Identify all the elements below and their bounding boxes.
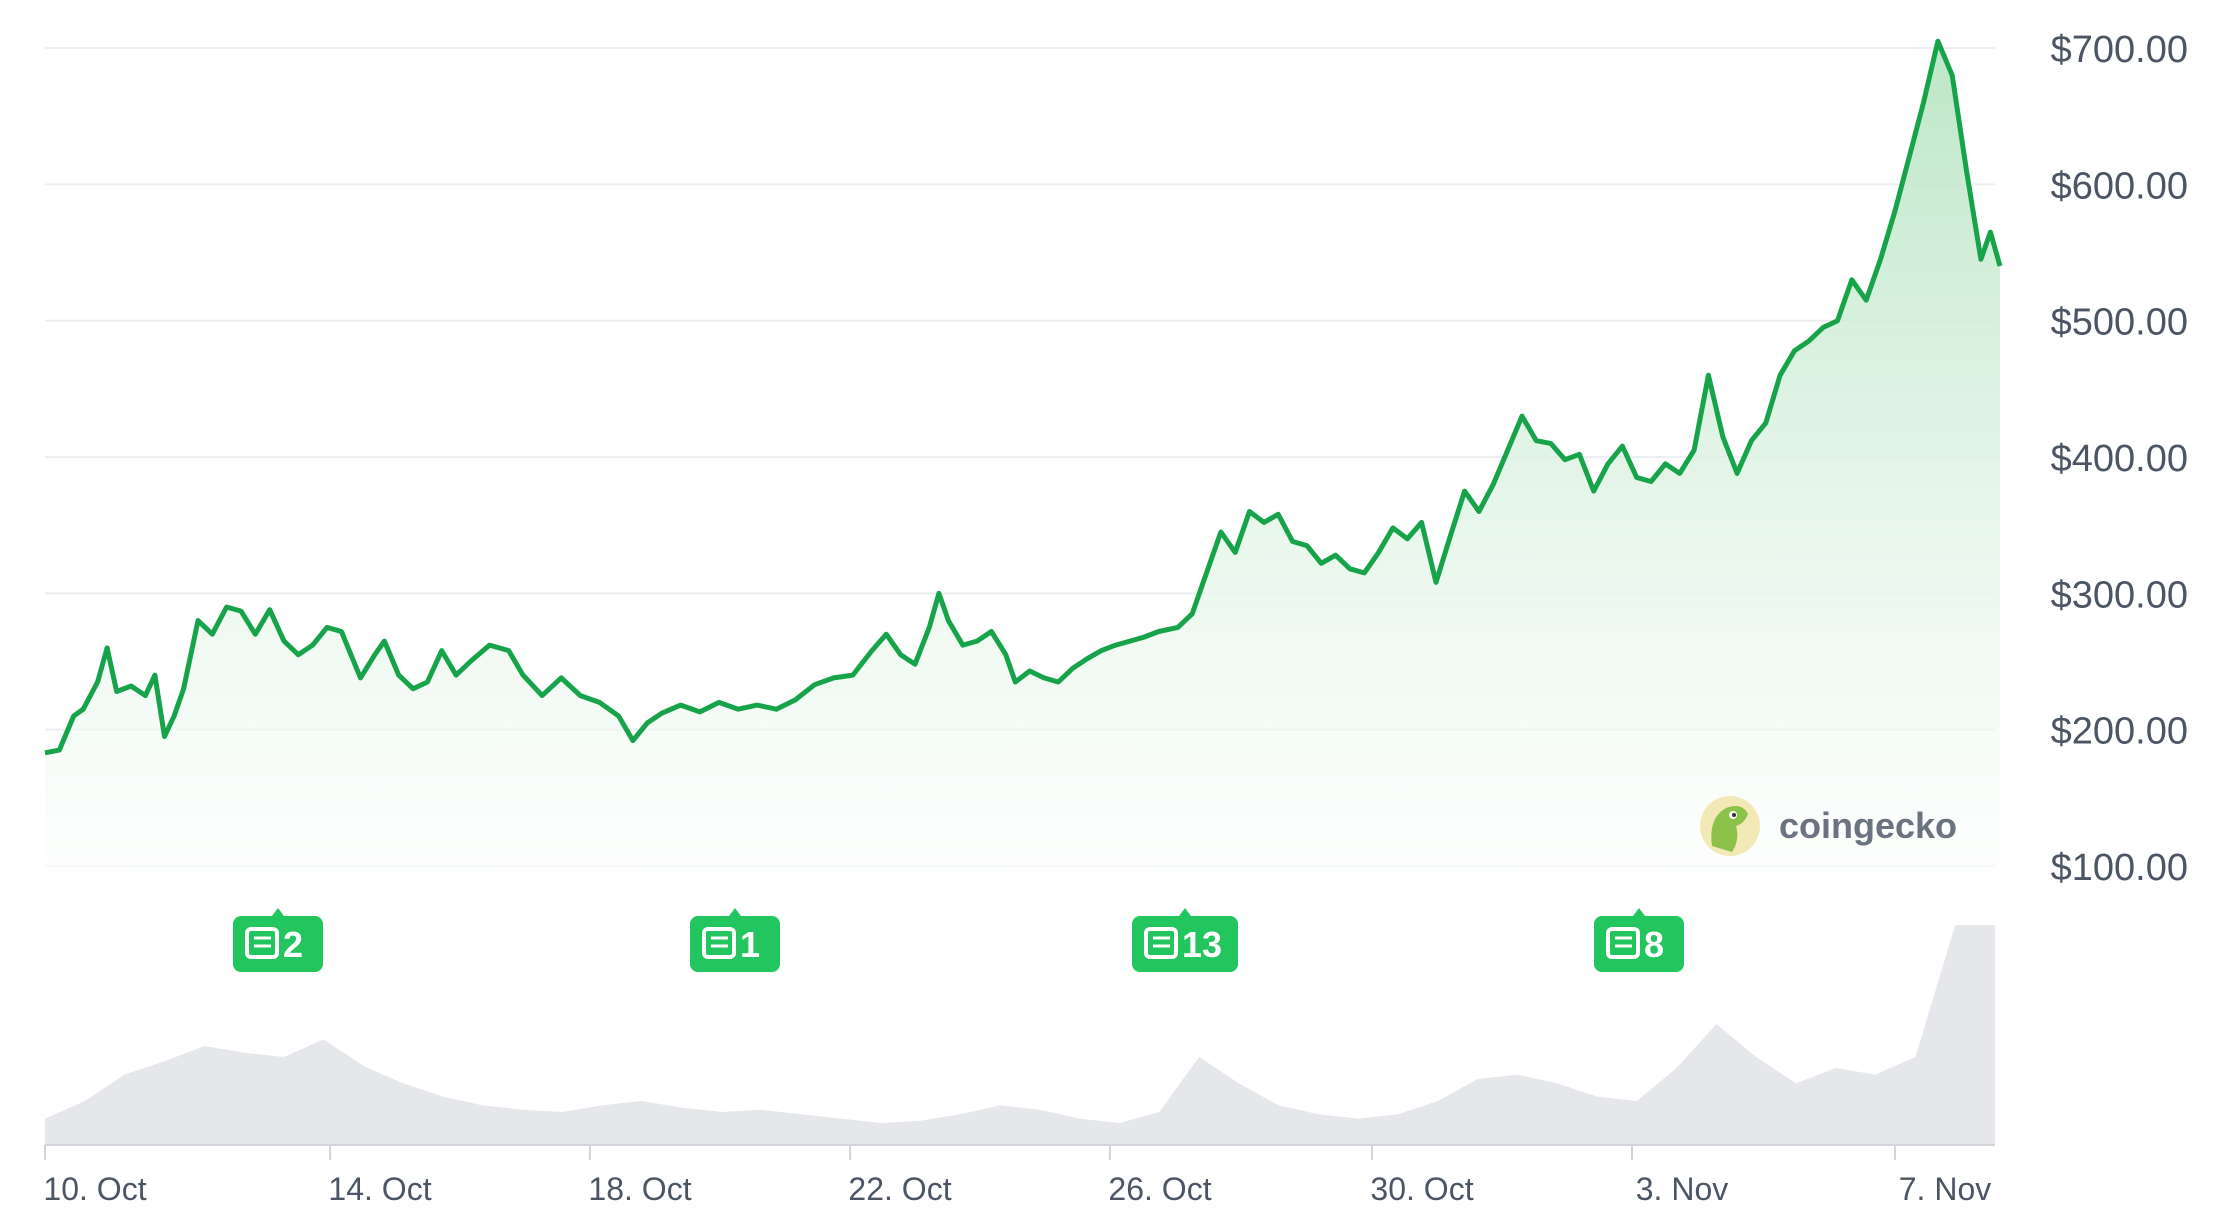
price-area bbox=[45, 41, 2000, 905]
news-badge[interactable]: 2 bbox=[233, 908, 323, 972]
x-tick-label: 22. Oct bbox=[848, 1171, 951, 1207]
price-series-line bbox=[44, 38, 2003, 756]
brand-name: coingecko bbox=[1779, 805, 1957, 846]
y-tick-label: $500.00 bbox=[2051, 302, 2188, 344]
x-tick-label: 26. Oct bbox=[1108, 1171, 1211, 1207]
x-tick-label: 3. Nov bbox=[1636, 1171, 1728, 1207]
news-count: 8 bbox=[1644, 924, 1664, 965]
x-tick-label: 7. Nov bbox=[1899, 1171, 1991, 1207]
newspaper-icon bbox=[1606, 927, 1640, 959]
news-badges[interactable]: 2 1 13 8 bbox=[233, 908, 1684, 972]
price-line bbox=[44, 38, 2003, 756]
y-tick-label: $400.00 bbox=[2051, 438, 2188, 480]
y-tick-label: $300.00 bbox=[2051, 574, 2188, 616]
brand-watermark: coingecko bbox=[1700, 796, 1957, 856]
y-tick-label: $700.00 bbox=[2051, 29, 2188, 71]
newspaper-icon bbox=[1144, 927, 1178, 959]
news-count: 1 bbox=[740, 924, 760, 965]
news-badge[interactable]: 1 bbox=[690, 908, 780, 972]
x-tick-label: 14. Oct bbox=[328, 1171, 431, 1207]
news-count: 13 bbox=[1182, 924, 1222, 965]
y-tick-label: $600.00 bbox=[2051, 165, 2188, 207]
newspaper-icon bbox=[702, 927, 736, 959]
gecko-logo-icon bbox=[1700, 796, 1760, 856]
news-badge-pointer bbox=[729, 908, 741, 916]
news-badge-pointer bbox=[1633, 908, 1645, 916]
volume-fill bbox=[45, 925, 1995, 1145]
news-badge-pointer bbox=[1179, 908, 1191, 916]
news-badge[interactable]: 8 bbox=[1594, 908, 1684, 972]
newspaper-icon bbox=[245, 927, 279, 959]
x-tick-label: 18. Oct bbox=[588, 1171, 691, 1207]
news-count: 2 bbox=[283, 924, 303, 965]
news-badge-pointer bbox=[272, 908, 284, 916]
news-badge[interactable]: 13 bbox=[1132, 908, 1238, 972]
y-tick-label: $100.00 bbox=[2051, 847, 2188, 889]
y-tick-label: $200.00 bbox=[2051, 711, 2188, 753]
x-tick-label: 10. Oct bbox=[43, 1171, 146, 1207]
volume-area bbox=[45, 925, 1995, 1145]
y-axis: $700.00 $600.00 $500.00 $400.00 $300.00 $200.… bbox=[2051, 29, 2188, 889]
price-area-fill bbox=[45, 41, 2000, 905]
x-tick-label: 30. Oct bbox=[1370, 1171, 1473, 1207]
x-axis: 10. Oct 14. Oct 18. Oct 22. Oct 26. Oct 30. O… bbox=[43, 1144, 1995, 1207]
